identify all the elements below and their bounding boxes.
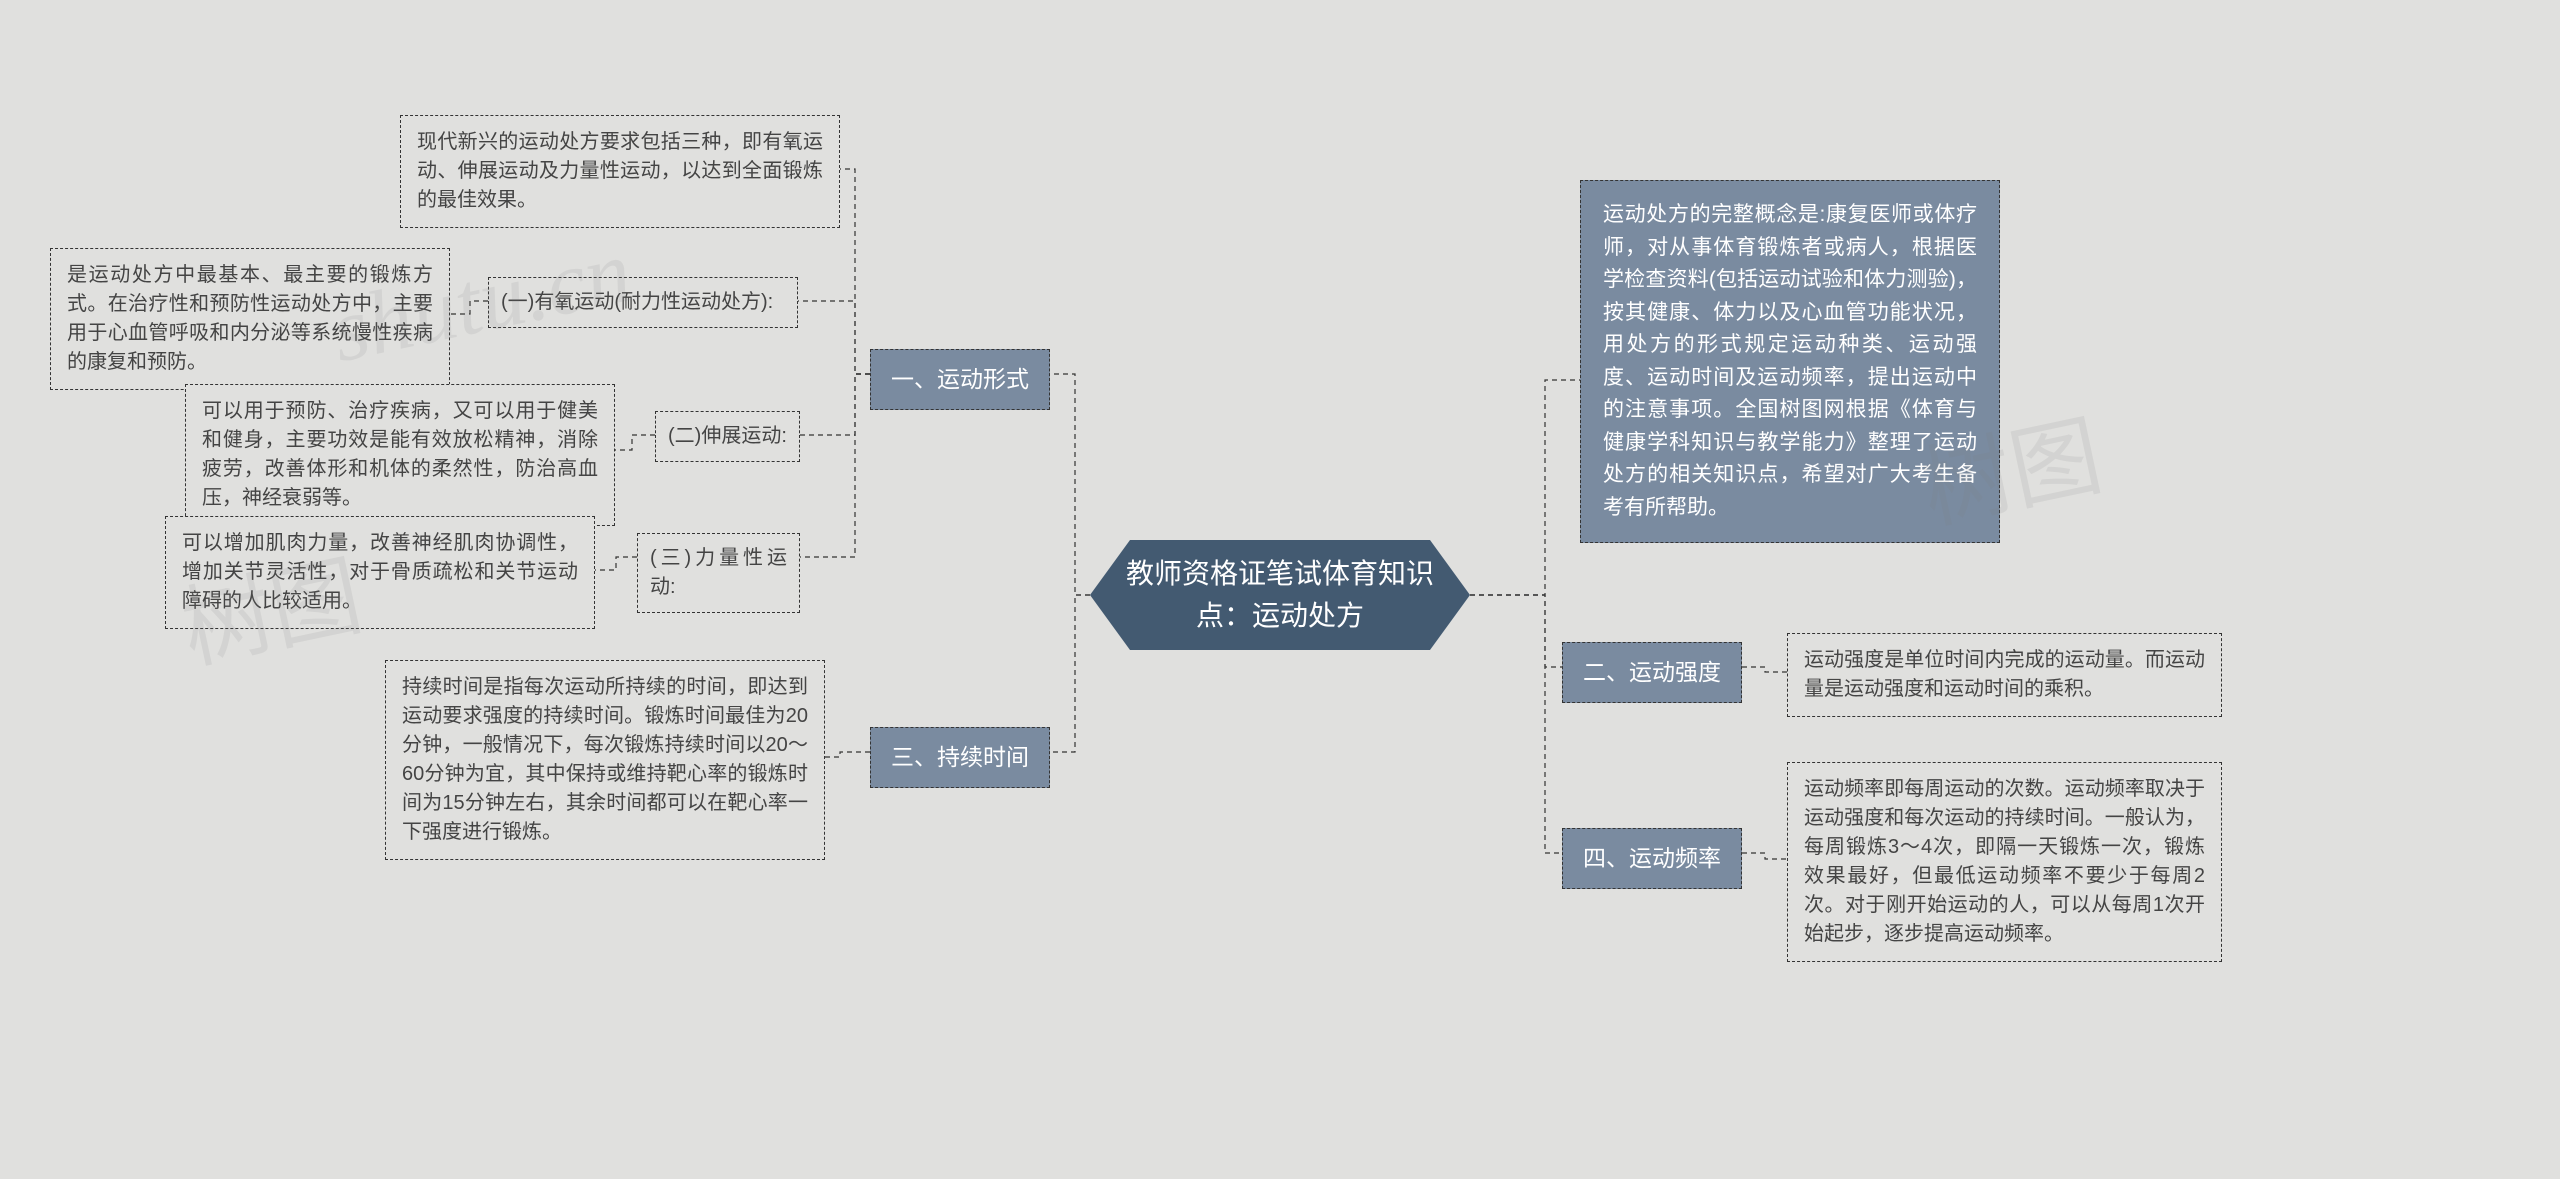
leaf-stretch-text: 可以用于预防、治疗疾病，又可以用于健美和健身，主要功效是能有效放松精神，消除疲劳… (202, 400, 598, 509)
leaf-concept: 运动处方的完整概念是:康复医师或体疗师，对从事体育锻炼者或病人，根据医学检查资料… (1580, 180, 2000, 543)
branch-duration-label: 三、持续时间 (891, 744, 1029, 770)
branch-frequency[interactable]: 四、运动频率 (1562, 828, 1742, 889)
branch-intensity-label: 二、运动强度 (1583, 659, 1721, 685)
leaf-frequency-desc: 运动频率即每周运动的次数。运动频率取决于运动强度和每次运动的持续时间。一般认为，… (1787, 762, 2222, 962)
leaf-intro-text: 现代新兴的运动处方要求包括三种，即有氧运动、伸展运动及力量性运动，以达到全面锻炼… (417, 131, 823, 211)
leaf-aerobic-text: 是运动处方中最基本、最主要的锻炼方式。在治疗性和预防性运动处方中，主要用于心血管… (67, 264, 433, 373)
leaf-intensity-text: 运动强度是单位时间内完成的运动量。而运动量是运动强度和运动时间的乘积。 (1804, 649, 2205, 700)
root-node[interactable]: 教师资格证笔试体育知识点：运动处方 (1090, 540, 1470, 650)
root-label: 教师资格证笔试体育知识点：运动处方 (1120, 553, 1440, 637)
sub-aerobic[interactable]: (一)有氧运动(耐力性运动处方): (488, 277, 798, 328)
sub-strength-label: (三)力量性运动: (650, 547, 787, 598)
sub-strength[interactable]: (三)力量性运动: (637, 533, 800, 613)
sub-stretch[interactable]: (二)伸展运动: (655, 411, 800, 462)
leaf-duration-desc: 持续时间是指每次运动所持续的时间，即达到运动要求强度的持续时间。锻炼时间最佳为2… (385, 660, 825, 860)
leaf-intensity-desc: 运动强度是单位时间内完成的运动量。而运动量是运动强度和运动时间的乘积。 (1787, 633, 2222, 717)
branch-forms[interactable]: 一、运动形式 (870, 349, 1050, 410)
sub-stretch-label: (二)伸展运动: (668, 425, 787, 447)
leaf-stretch-desc: 可以用于预防、治疗疾病，又可以用于健美和健身，主要功效是能有效放松精神，消除疲劳… (185, 384, 615, 526)
leaf-intro: 现代新兴的运动处方要求包括三种，即有氧运动、伸展运动及力量性运动，以达到全面锻炼… (400, 115, 840, 228)
leaf-concept-text: 运动处方的完整概念是:康复医师或体疗师，对从事体育锻炼者或病人，根据医学检查资料… (1603, 203, 1977, 519)
branch-duration[interactable]: 三、持续时间 (870, 727, 1050, 788)
branch-forms-label: 一、运动形式 (891, 366, 1029, 392)
leaf-duration-text: 持续时间是指每次运动所持续的时间，即达到运动要求强度的持续时间。锻炼时间最佳为2… (402, 676, 808, 843)
leaf-strength-text: 可以增加肌肉力量，改善神经肌肉协调性，增加关节灵活性，对于骨质疏松和关节运动障碍… (182, 532, 578, 612)
leaf-aerobic-desc: 是运动处方中最基本、最主要的锻炼方式。在治疗性和预防性运动处方中，主要用于心血管… (50, 248, 450, 390)
sub-aerobic-label: (一)有氧运动(耐力性运动处方): (501, 291, 773, 313)
leaf-frequency-text: 运动频率即每周运动的次数。运动频率取决于运动强度和每次运动的持续时间。一般认为，… (1804, 778, 2205, 945)
branch-intensity[interactable]: 二、运动强度 (1562, 642, 1742, 703)
leaf-strength-desc: 可以增加肌肉力量，改善神经肌肉协调性，增加关节灵活性，对于骨质疏松和关节运动障碍… (165, 516, 595, 629)
branch-frequency-label: 四、运动频率 (1583, 845, 1721, 871)
